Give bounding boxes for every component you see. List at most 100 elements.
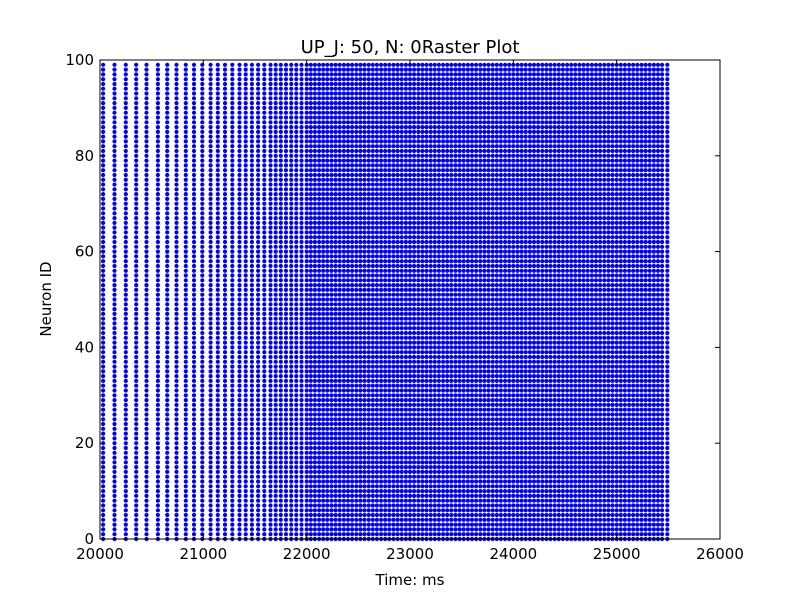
spike-point [354,115,358,119]
spike-point [192,283,196,287]
spike-point [200,221,204,225]
spike-point [379,115,383,119]
spike-point [387,163,391,167]
spike-point [230,341,234,345]
spike-point [342,149,346,153]
spike-point [350,532,354,536]
spike-point [309,393,313,397]
spike-point [371,273,375,277]
spike-point [358,91,362,95]
spike-point [289,479,293,483]
spike-point [387,68,391,72]
spike-point [362,221,366,225]
spike-point [367,68,371,72]
spike-point [209,178,213,182]
spike-point [362,326,366,330]
spike-point [262,87,266,91]
spike-point [362,350,366,354]
spike-point [144,508,148,512]
spike-point [223,135,227,139]
spike-point [309,72,313,76]
spike-point [200,178,204,182]
spike-point [144,240,148,244]
spike-point [325,101,329,105]
spike-point [350,254,354,258]
spike-point [346,226,350,230]
spike-point [279,331,283,335]
spike-point [379,178,383,182]
spike-point [371,72,375,76]
spike-point [354,489,358,493]
spike-point [237,465,241,469]
spike-point [313,101,317,105]
spike-point [101,144,105,148]
spike-point [156,96,160,100]
spike-point [346,412,350,416]
spike-point [309,87,313,91]
spike-point [358,403,362,407]
spike-point [358,321,362,325]
spike-point [334,163,338,167]
spike-point [305,441,309,445]
spike-point [299,178,303,182]
spike-point [325,417,329,421]
spike-point [268,470,272,474]
spike-point [391,479,395,483]
spike-point [230,432,234,436]
spike-point [342,451,346,455]
spike-point [112,269,116,273]
spike-point [237,216,241,220]
spike-point [101,159,105,163]
spike-point [362,422,366,426]
spike-point [362,125,366,129]
spike-point [289,408,293,412]
spike-point [174,436,178,440]
spike-point [379,451,383,455]
spike-point [338,168,342,172]
spike-point [313,326,317,330]
spike-point [334,221,338,225]
spike-point [391,72,395,76]
spike-point [230,475,234,479]
spike-point [209,230,213,234]
spike-point [325,106,329,110]
spike-point [317,408,321,412]
spike-point [289,412,293,416]
spike-point [342,202,346,206]
spike-point [383,187,387,191]
spike-point [268,345,272,349]
spike-point [223,398,227,402]
spike-point [342,345,346,349]
spike-point [223,259,227,263]
spike-point [101,182,105,186]
spike-point [367,259,371,263]
spike-point [375,321,379,325]
spike-point [124,518,128,522]
spike-point [367,63,371,67]
spike-point [358,230,362,234]
spike-point [289,398,293,402]
spike-point [305,336,309,340]
spike-point [144,398,148,402]
spike-point [379,283,383,287]
spike-point [112,508,116,512]
spike-point [383,173,387,177]
spike-point [274,398,278,402]
spike-point [371,264,375,268]
spike-point [230,422,234,426]
spike-point [338,360,342,364]
spike-point [362,259,366,263]
spike-point [305,283,309,287]
spike-point [309,115,313,119]
spike-point [367,412,371,416]
spike-point [134,355,138,359]
spike-point [134,259,138,263]
spike-point [313,446,317,450]
spike-point [262,523,266,527]
spike-point [244,460,248,464]
spike-point [313,264,317,268]
spike-point [256,532,260,536]
spike-point [387,398,391,402]
spike-point [346,307,350,311]
spike-point [124,235,128,239]
